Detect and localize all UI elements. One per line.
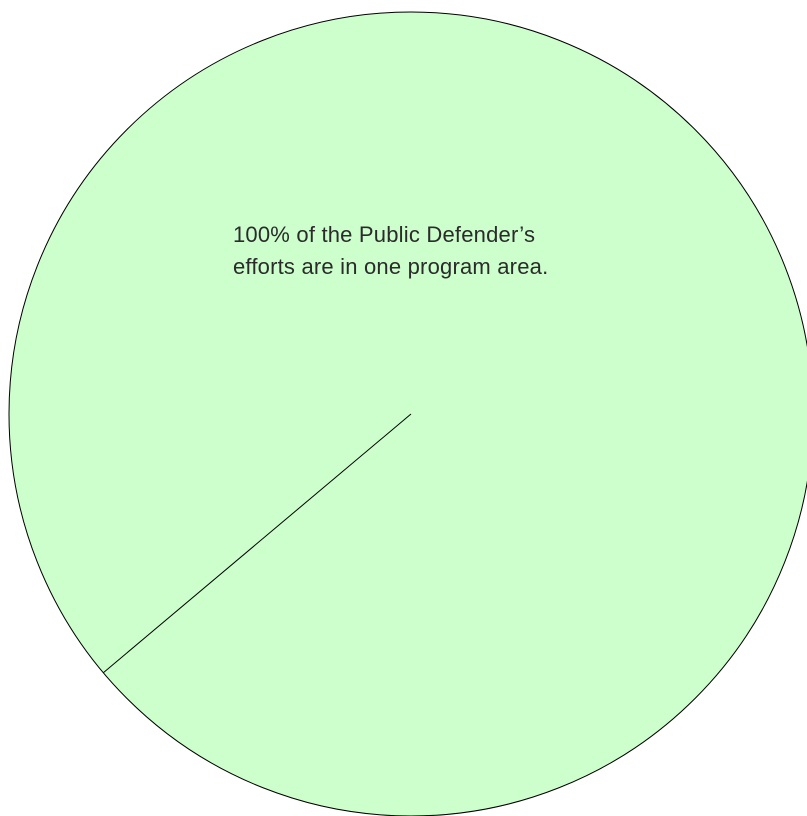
chart-annotation: 100% of the Public Defender’s efforts ar… [233, 219, 753, 283]
pie-slice-0 [8, 11, 807, 816]
annotation-line-2: efforts are in one program area. [233, 254, 549, 279]
pie-slice-boundary-0 [103, 413, 412, 674]
annotation-line-1: 100% of the Public Defender’s [233, 222, 536, 247]
